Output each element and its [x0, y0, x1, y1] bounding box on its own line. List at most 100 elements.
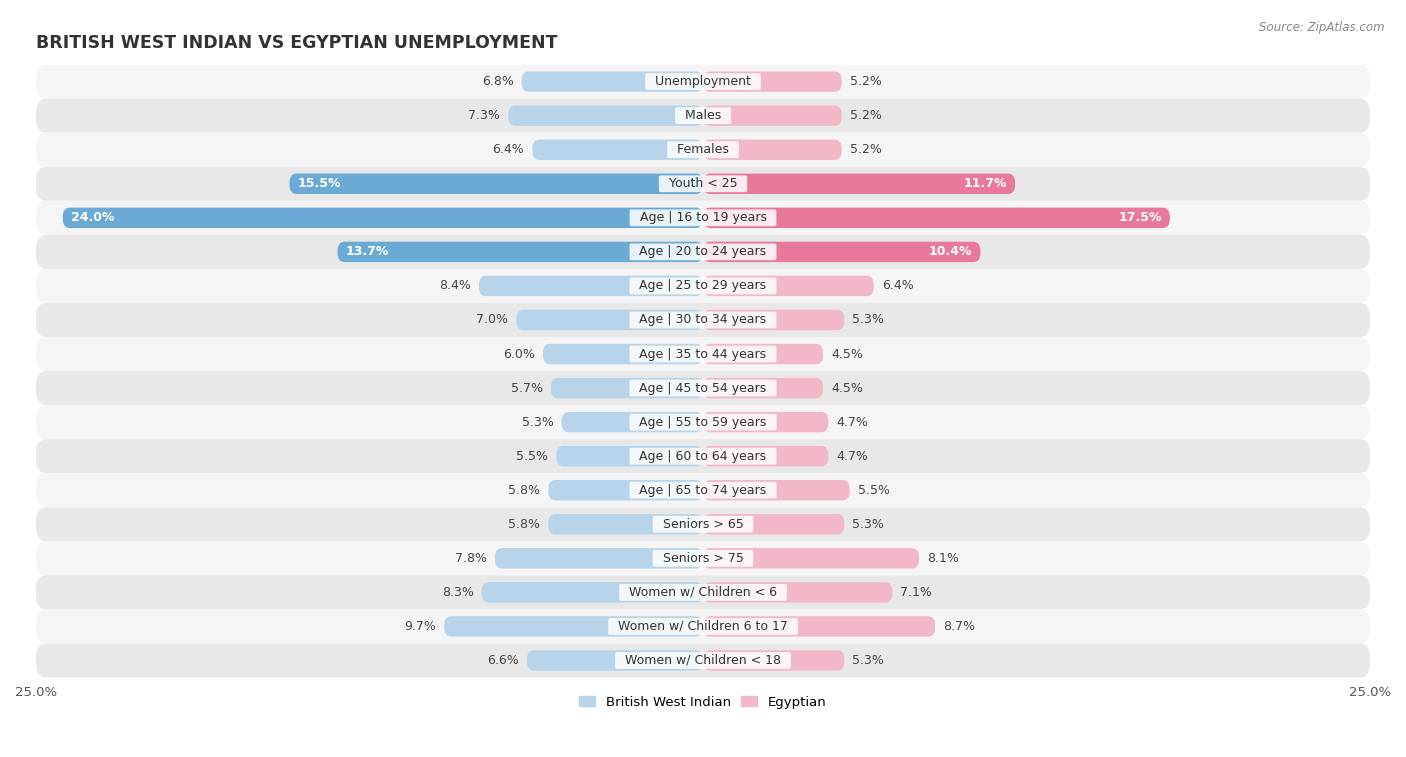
- FancyBboxPatch shape: [703, 105, 842, 126]
- FancyBboxPatch shape: [37, 98, 1369, 132]
- Text: 6.4%: 6.4%: [492, 143, 524, 156]
- FancyBboxPatch shape: [703, 241, 980, 262]
- FancyBboxPatch shape: [37, 643, 1369, 678]
- Text: 5.2%: 5.2%: [849, 143, 882, 156]
- FancyBboxPatch shape: [516, 310, 703, 330]
- FancyBboxPatch shape: [37, 303, 1369, 337]
- Text: Age | 35 to 44 years: Age | 35 to 44 years: [631, 347, 775, 360]
- FancyBboxPatch shape: [479, 276, 703, 296]
- FancyBboxPatch shape: [703, 548, 920, 569]
- Text: 6.6%: 6.6%: [486, 654, 519, 667]
- FancyBboxPatch shape: [561, 412, 703, 432]
- FancyBboxPatch shape: [703, 71, 842, 92]
- FancyBboxPatch shape: [37, 609, 1369, 643]
- Text: 4.5%: 4.5%: [831, 382, 863, 394]
- Text: 7.3%: 7.3%: [468, 109, 501, 122]
- Text: Seniors > 75: Seniors > 75: [655, 552, 751, 565]
- FancyBboxPatch shape: [703, 412, 828, 432]
- Text: Age | 16 to 19 years: Age | 16 to 19 years: [631, 211, 775, 224]
- Text: 5.5%: 5.5%: [858, 484, 890, 497]
- Text: 5.3%: 5.3%: [852, 654, 884, 667]
- Text: Women w/ Children 6 to 17: Women w/ Children 6 to 17: [610, 620, 796, 633]
- FancyBboxPatch shape: [703, 616, 935, 637]
- FancyBboxPatch shape: [37, 473, 1369, 507]
- Text: Seniors > 65: Seniors > 65: [655, 518, 751, 531]
- Text: 7.1%: 7.1%: [900, 586, 932, 599]
- Text: 10.4%: 10.4%: [929, 245, 973, 258]
- FancyBboxPatch shape: [482, 582, 703, 603]
- FancyBboxPatch shape: [508, 105, 703, 126]
- Text: 5.7%: 5.7%: [510, 382, 543, 394]
- Text: Age | 30 to 34 years: Age | 30 to 34 years: [631, 313, 775, 326]
- FancyBboxPatch shape: [37, 371, 1369, 405]
- Text: 5.8%: 5.8%: [508, 518, 540, 531]
- FancyBboxPatch shape: [37, 132, 1369, 167]
- Text: 8.3%: 8.3%: [441, 586, 474, 599]
- FancyBboxPatch shape: [37, 235, 1369, 269]
- Text: 5.2%: 5.2%: [849, 109, 882, 122]
- Text: 5.5%: 5.5%: [516, 450, 548, 463]
- FancyBboxPatch shape: [37, 541, 1369, 575]
- Text: Age | 25 to 29 years: Age | 25 to 29 years: [631, 279, 775, 292]
- Text: 8.4%: 8.4%: [439, 279, 471, 292]
- Text: 6.4%: 6.4%: [882, 279, 914, 292]
- Text: 4.7%: 4.7%: [837, 416, 869, 428]
- FancyBboxPatch shape: [703, 446, 828, 466]
- FancyBboxPatch shape: [703, 480, 849, 500]
- Text: Males: Males: [676, 109, 730, 122]
- FancyBboxPatch shape: [37, 64, 1369, 98]
- FancyBboxPatch shape: [548, 480, 703, 500]
- FancyBboxPatch shape: [703, 207, 1170, 228]
- FancyBboxPatch shape: [37, 269, 1369, 303]
- FancyBboxPatch shape: [290, 173, 703, 194]
- FancyBboxPatch shape: [37, 201, 1369, 235]
- Text: 15.5%: 15.5%: [298, 177, 342, 190]
- Text: 5.8%: 5.8%: [508, 484, 540, 497]
- FancyBboxPatch shape: [557, 446, 703, 466]
- Text: 8.1%: 8.1%: [927, 552, 959, 565]
- Text: Age | 45 to 54 years: Age | 45 to 54 years: [631, 382, 775, 394]
- Text: 5.3%: 5.3%: [522, 416, 554, 428]
- Text: 7.8%: 7.8%: [456, 552, 486, 565]
- FancyBboxPatch shape: [703, 650, 845, 671]
- Text: Women w/ Children < 6: Women w/ Children < 6: [621, 586, 785, 599]
- Text: 4.7%: 4.7%: [837, 450, 869, 463]
- Text: 5.2%: 5.2%: [849, 75, 882, 88]
- Text: 7.0%: 7.0%: [477, 313, 508, 326]
- Text: BRITISH WEST INDIAN VS EGYPTIAN UNEMPLOYMENT: BRITISH WEST INDIAN VS EGYPTIAN UNEMPLOY…: [37, 34, 558, 52]
- Text: Unemployment: Unemployment: [647, 75, 759, 88]
- FancyBboxPatch shape: [37, 507, 1369, 541]
- Text: 6.0%: 6.0%: [503, 347, 534, 360]
- FancyBboxPatch shape: [495, 548, 703, 569]
- Text: Age | 55 to 59 years: Age | 55 to 59 years: [631, 416, 775, 428]
- Text: 13.7%: 13.7%: [346, 245, 389, 258]
- FancyBboxPatch shape: [703, 582, 893, 603]
- FancyBboxPatch shape: [527, 650, 703, 671]
- Text: 5.3%: 5.3%: [852, 313, 884, 326]
- FancyBboxPatch shape: [703, 514, 845, 534]
- FancyBboxPatch shape: [703, 276, 873, 296]
- FancyBboxPatch shape: [548, 514, 703, 534]
- FancyBboxPatch shape: [37, 575, 1369, 609]
- Text: 8.7%: 8.7%: [943, 620, 976, 633]
- FancyBboxPatch shape: [37, 439, 1369, 473]
- Text: 4.5%: 4.5%: [831, 347, 863, 360]
- Text: 5.3%: 5.3%: [852, 518, 884, 531]
- FancyBboxPatch shape: [703, 139, 842, 160]
- Text: Youth < 25: Youth < 25: [661, 177, 745, 190]
- Text: Age | 60 to 64 years: Age | 60 to 64 years: [631, 450, 775, 463]
- Text: Women w/ Children < 18: Women w/ Children < 18: [617, 654, 789, 667]
- FancyBboxPatch shape: [522, 71, 703, 92]
- FancyBboxPatch shape: [63, 207, 703, 228]
- Text: 6.8%: 6.8%: [482, 75, 513, 88]
- FancyBboxPatch shape: [703, 378, 823, 398]
- Text: 24.0%: 24.0%: [70, 211, 114, 224]
- FancyBboxPatch shape: [37, 337, 1369, 371]
- Text: Age | 65 to 74 years: Age | 65 to 74 years: [631, 484, 775, 497]
- Text: 9.7%: 9.7%: [405, 620, 436, 633]
- FancyBboxPatch shape: [444, 616, 703, 637]
- FancyBboxPatch shape: [703, 173, 1015, 194]
- FancyBboxPatch shape: [37, 167, 1369, 201]
- FancyBboxPatch shape: [37, 405, 1369, 439]
- Text: Age | 20 to 24 years: Age | 20 to 24 years: [631, 245, 775, 258]
